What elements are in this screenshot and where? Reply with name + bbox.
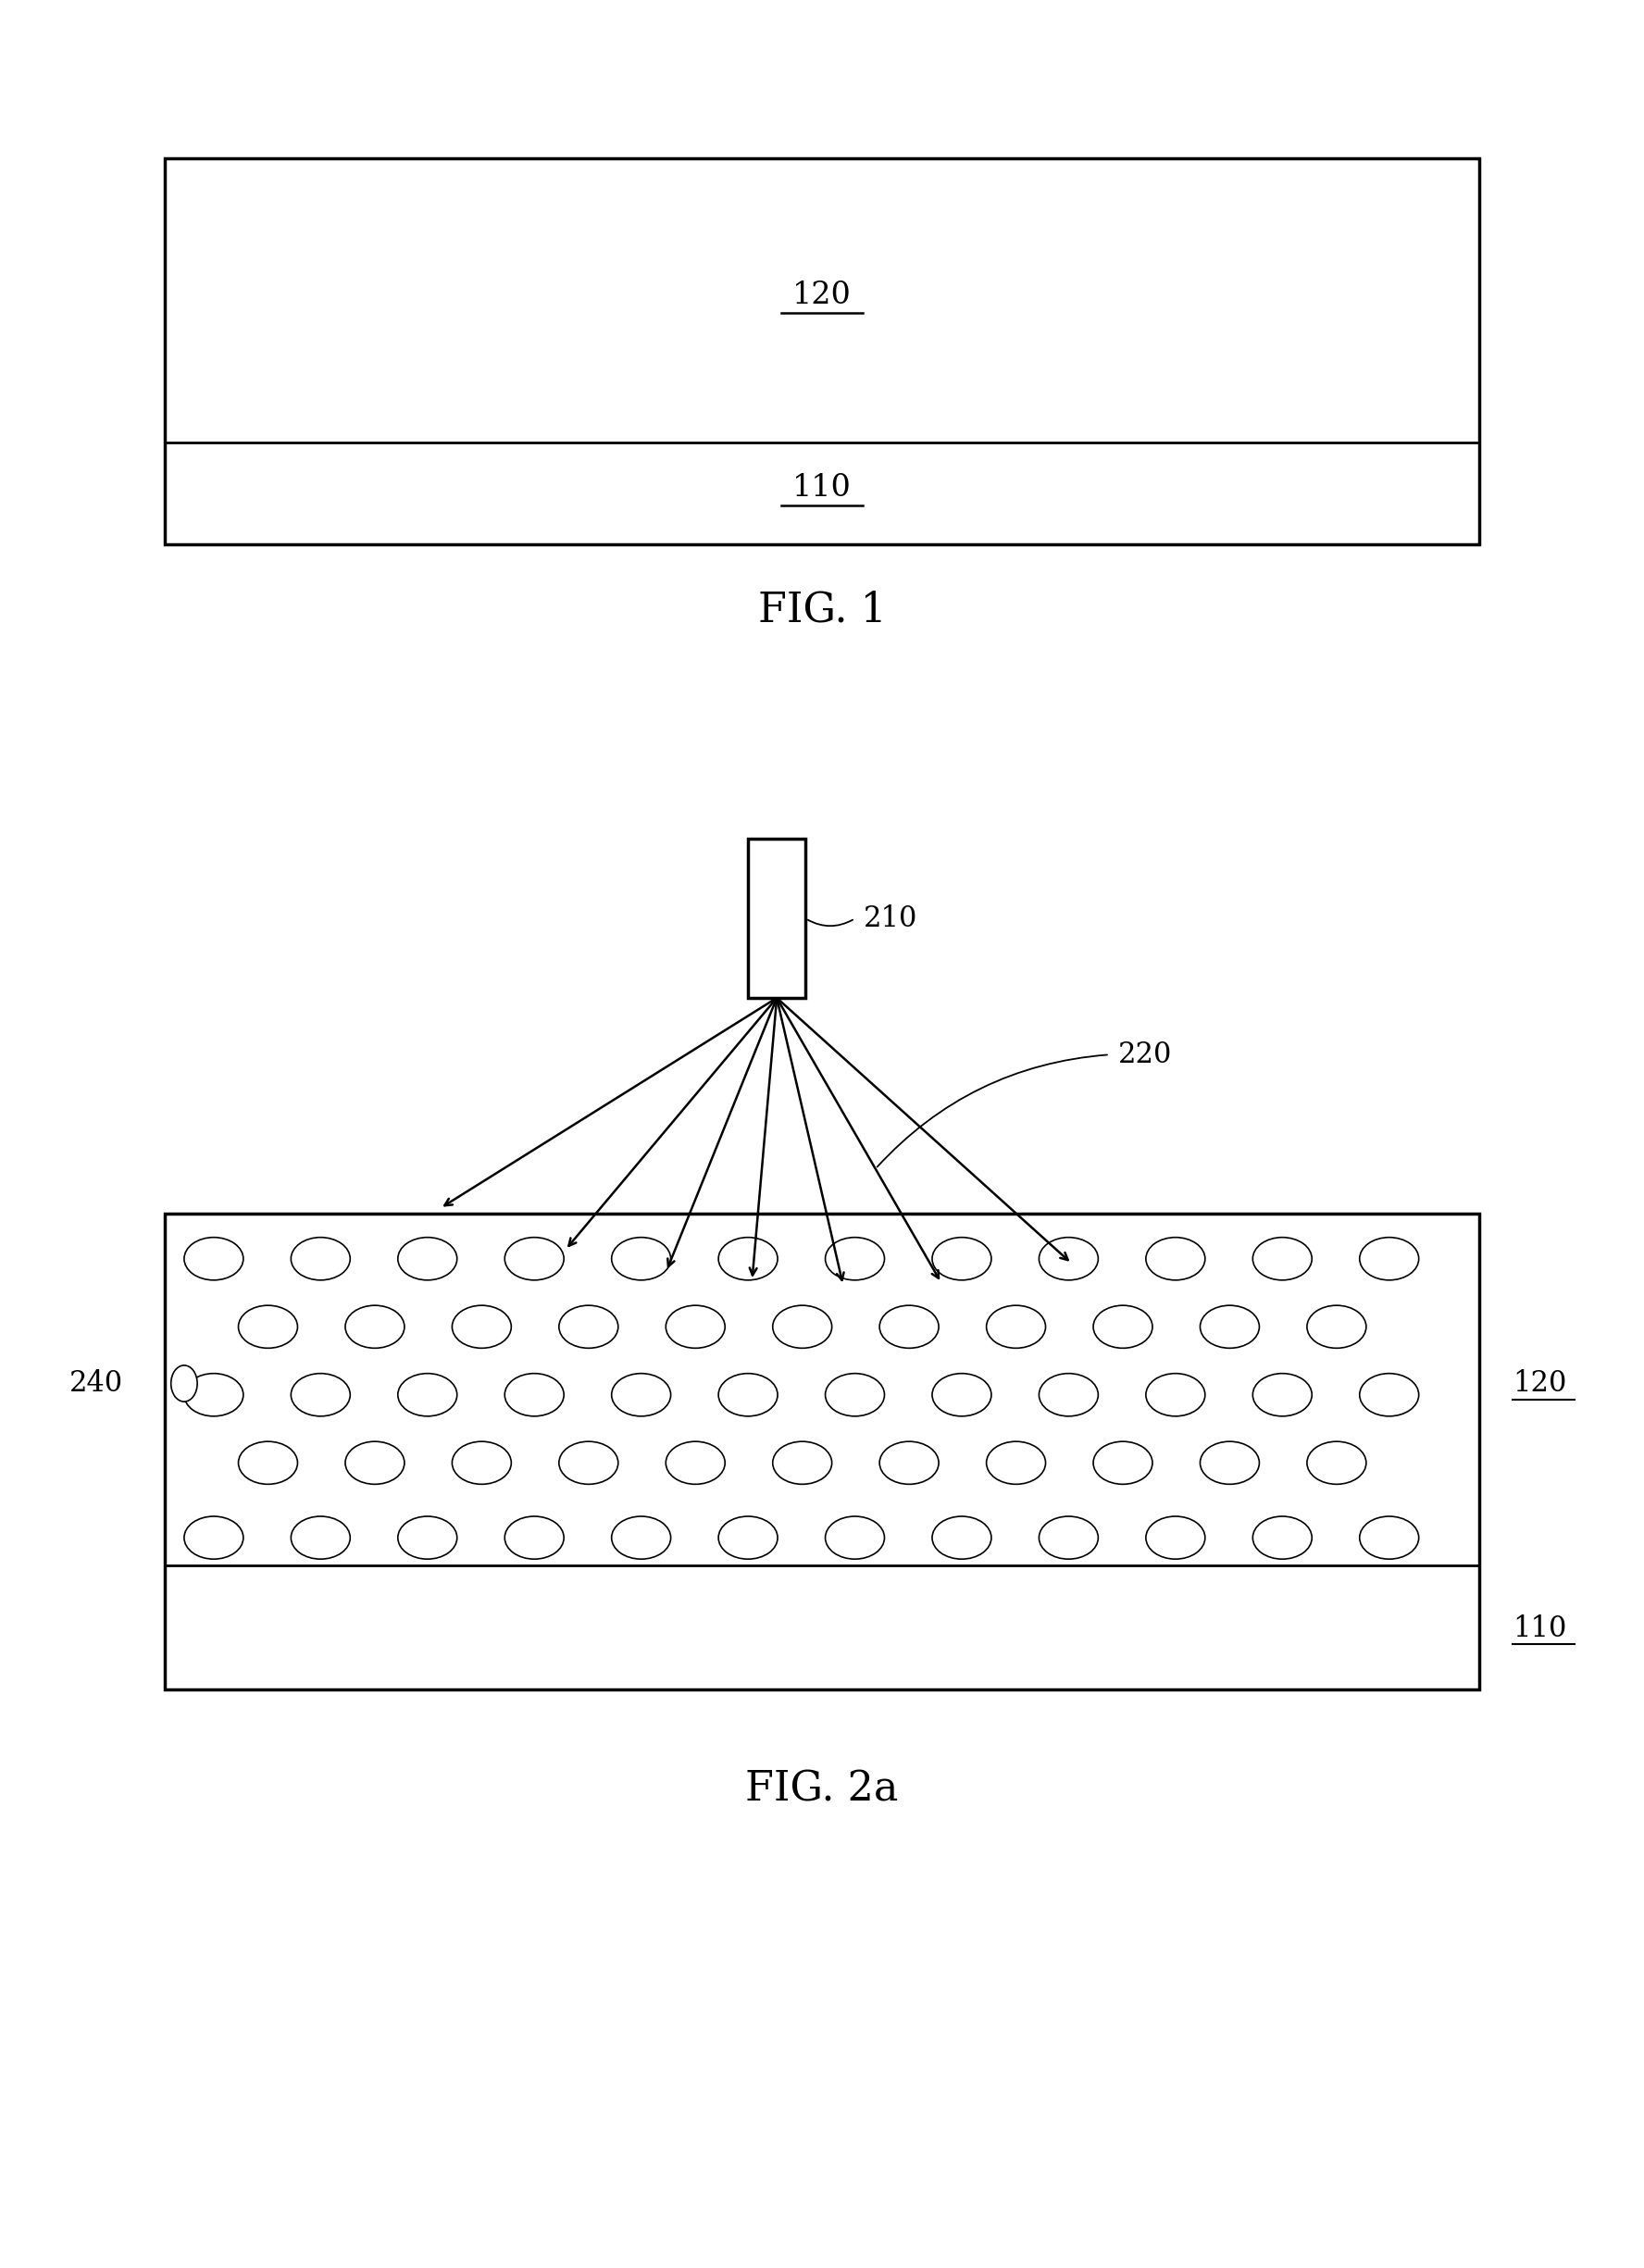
Ellipse shape (1360, 1238, 1419, 1279)
Ellipse shape (718, 1517, 778, 1558)
Text: 220: 220 (1118, 1041, 1172, 1068)
Text: 120: 120 (792, 279, 852, 311)
Ellipse shape (398, 1374, 457, 1415)
Ellipse shape (932, 1238, 991, 1279)
Text: 240: 240 (69, 1370, 123, 1397)
Ellipse shape (666, 1306, 725, 1347)
Ellipse shape (718, 1238, 778, 1279)
Ellipse shape (1253, 1517, 1312, 1558)
Bar (164, 159, 1480, 544)
Text: 120: 120 (1512, 1370, 1567, 1397)
Ellipse shape (398, 1517, 457, 1558)
Circle shape (171, 1365, 197, 1402)
Text: FIG. 1: FIG. 1 (758, 590, 886, 631)
Ellipse shape (986, 1442, 1046, 1483)
Ellipse shape (452, 1306, 511, 1347)
Ellipse shape (1039, 1374, 1098, 1415)
Ellipse shape (505, 1517, 564, 1558)
Ellipse shape (505, 1238, 564, 1279)
Ellipse shape (880, 1306, 939, 1347)
Text: 210: 210 (863, 905, 917, 932)
Ellipse shape (184, 1238, 243, 1279)
Ellipse shape (1039, 1238, 1098, 1279)
Ellipse shape (718, 1374, 778, 1415)
Ellipse shape (238, 1306, 298, 1347)
Ellipse shape (1307, 1442, 1366, 1483)
Ellipse shape (452, 1442, 511, 1483)
Text: FIG. 2a: FIG. 2a (745, 1769, 899, 1810)
Text: 110: 110 (792, 472, 852, 503)
Ellipse shape (559, 1442, 618, 1483)
Ellipse shape (345, 1306, 404, 1347)
Ellipse shape (986, 1306, 1046, 1347)
Ellipse shape (559, 1306, 618, 1347)
Ellipse shape (666, 1442, 725, 1483)
Ellipse shape (932, 1517, 991, 1558)
Ellipse shape (1253, 1238, 1312, 1279)
Ellipse shape (1253, 1374, 1312, 1415)
Ellipse shape (932, 1374, 991, 1415)
Ellipse shape (291, 1238, 350, 1279)
Ellipse shape (505, 1374, 564, 1415)
Ellipse shape (825, 1517, 884, 1558)
Ellipse shape (398, 1238, 457, 1279)
Ellipse shape (773, 1442, 832, 1483)
Ellipse shape (184, 1374, 243, 1415)
Ellipse shape (291, 1374, 350, 1415)
Ellipse shape (1146, 1517, 1205, 1558)
Ellipse shape (1093, 1442, 1152, 1483)
Bar (748, 839, 806, 998)
Bar (164, 1213, 1480, 1690)
Ellipse shape (1200, 1442, 1259, 1483)
Ellipse shape (1093, 1306, 1152, 1347)
Ellipse shape (825, 1374, 884, 1415)
Ellipse shape (825, 1238, 884, 1279)
Ellipse shape (1200, 1306, 1259, 1347)
Ellipse shape (773, 1306, 832, 1347)
Ellipse shape (612, 1517, 671, 1558)
Ellipse shape (1360, 1517, 1419, 1558)
Ellipse shape (1360, 1374, 1419, 1415)
Text: 110: 110 (1512, 1615, 1567, 1642)
Ellipse shape (184, 1517, 243, 1558)
Ellipse shape (612, 1374, 671, 1415)
Ellipse shape (1146, 1238, 1205, 1279)
Ellipse shape (1146, 1374, 1205, 1415)
Ellipse shape (880, 1442, 939, 1483)
Ellipse shape (291, 1517, 350, 1558)
Ellipse shape (1039, 1517, 1098, 1558)
Ellipse shape (612, 1238, 671, 1279)
Ellipse shape (238, 1442, 298, 1483)
Ellipse shape (1307, 1306, 1366, 1347)
Ellipse shape (345, 1442, 404, 1483)
